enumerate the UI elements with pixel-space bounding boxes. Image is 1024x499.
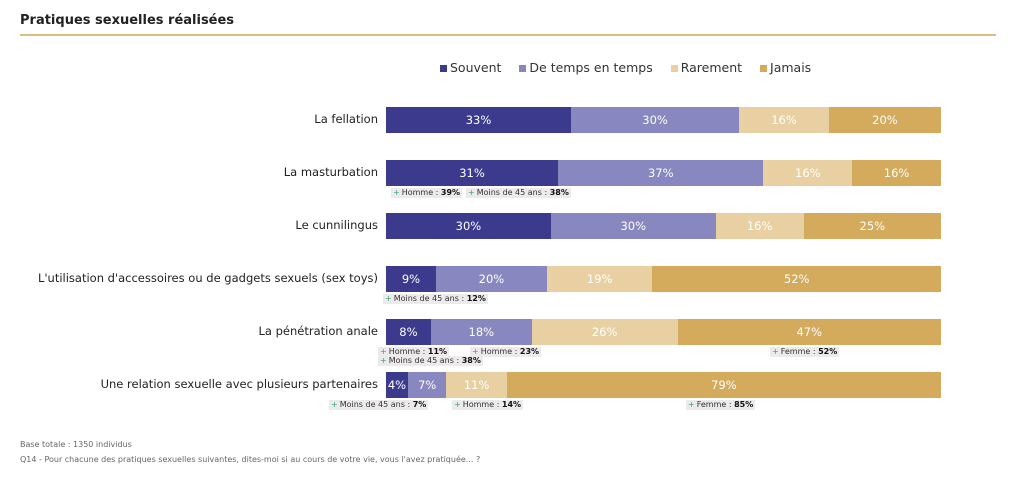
- subgroup-annotation: + Moins de 45 ans : 38%: [466, 188, 571, 198]
- category-label: Le cunnilingus: [295, 218, 378, 232]
- bar-segment-jamais: 16%: [852, 160, 941, 186]
- legend-swatch: [440, 65, 447, 72]
- bar-segment-rarement: 16%: [715, 213, 804, 239]
- subgroup-annotation: + Moins de 45 ans : 38%: [378, 356, 483, 366]
- subgroup-annotation: + Homme : 39%: [391, 188, 463, 198]
- question-note: Q14 - Pour chacune des pratiques sexuell…: [20, 455, 481, 464]
- bar-segment-rarement: 11%: [446, 372, 507, 398]
- subgroup-annotation: + Moins de 45 ans : 12%: [383, 294, 488, 304]
- bar-segment-de-temps-en-temps: 18%: [430, 319, 532, 345]
- stacked-bar: 33% 30% 16% 20%: [386, 107, 941, 133]
- legend: Souvent De temps en temps Rarement Jamais: [440, 60, 811, 75]
- legend-label: Rarement: [680, 60, 743, 75]
- bar-segment-jamais: 79%: [506, 372, 941, 398]
- bar-segment-jamais: 52%: [652, 266, 941, 292]
- bar-segment-jamais: 25%: [803, 213, 941, 239]
- category-label: La pénétration anale: [258, 324, 378, 338]
- stacked-bar: 4% 7% 11% 79%: [386, 372, 941, 398]
- subgroup-annotation: + Femme : 85%: [686, 400, 756, 410]
- stacked-bar: 8% 18% 26% 47%: [386, 319, 941, 345]
- bar-segment-souvent: 9%: [386, 266, 436, 292]
- base-note: Base totale : 1350 individus: [20, 440, 132, 449]
- legend-item: Rarement: [670, 60, 743, 75]
- legend-label: Jamais: [770, 60, 812, 75]
- chart-title: Pratiques sexuelles réalisées: [20, 13, 235, 28]
- category-label: La masturbation: [283, 165, 378, 179]
- category-label: Une relation sexuelle avec plusieurs par…: [100, 377, 378, 391]
- bar-segment-de-temps-en-temps: 37%: [558, 160, 764, 186]
- title-divider: [20, 34, 996, 36]
- bar-segment-de-temps-en-temps: 7%: [407, 372, 447, 398]
- subgroup-annotation: + Homme : 11%: [378, 347, 450, 357]
- legend-item: Jamais: [760, 60, 811, 75]
- bar-segment-jamais: 47%: [677, 319, 941, 345]
- bar-segment-rarement: 16%: [763, 160, 853, 186]
- category-label: L'utilisation d'accessoires ou de gadget…: [37, 271, 378, 285]
- plus-icon: +: [454, 400, 461, 409]
- bar-segment-de-temps-en-temps: 30%: [571, 107, 740, 133]
- legend-swatch: [519, 65, 527, 72]
- subgroup-annotation: + Femme : 52%: [770, 347, 840, 357]
- plus-icon: +: [393, 188, 400, 197]
- bar-segment-de-temps-en-temps: 30%: [550, 213, 716, 239]
- subgroup-annotation: + Homme : 23%: [470, 347, 542, 357]
- bar-segment-rarement: 16%: [739, 107, 829, 133]
- bar-segment-souvent: 31%: [386, 160, 559, 186]
- stacked-bar: 31% 37% 16% 16%: [386, 160, 941, 186]
- plus-icon: +: [772, 347, 779, 356]
- bar-segment-souvent: 33%: [386, 107, 571, 133]
- legend-swatch: [670, 65, 678, 72]
- legend-item: De temps en temps: [519, 60, 653, 75]
- plus-icon: +: [472, 347, 479, 356]
- bar-segment-souvent: 4%: [386, 372, 408, 398]
- bar-segment-jamais: 20%: [828, 107, 941, 133]
- legend-item: Souvent: [440, 60, 501, 75]
- bar-segment-rarement: 19%: [546, 266, 653, 292]
- plus-icon: +: [468, 188, 475, 197]
- subgroup-annotation: + Moins de 45 ans : 7%: [329, 400, 429, 410]
- subgroup-annotation: + Homme : 14%: [452, 400, 524, 410]
- plus-icon: +: [688, 400, 695, 409]
- plus-icon: +: [380, 347, 387, 356]
- plus-icon: +: [331, 400, 338, 409]
- bar-segment-de-temps-en-temps: 20%: [435, 266, 547, 292]
- stacked-bar: 30% 30% 16% 25%: [386, 213, 941, 239]
- stacked-bar: 9% 20% 19% 52%: [386, 266, 941, 292]
- bar-segment-souvent: 30%: [386, 213, 551, 239]
- category-label: La fellation: [314, 112, 378, 126]
- plus-icon: +: [385, 294, 392, 303]
- plus-icon: +: [380, 356, 387, 365]
- legend-swatch: [760, 65, 768, 72]
- bar-segment-souvent: 8%: [386, 319, 431, 345]
- legend-label: Souvent: [450, 60, 502, 75]
- legend-label: De temps en temps: [529, 60, 653, 75]
- bar-segment-rarement: 26%: [531, 319, 678, 345]
